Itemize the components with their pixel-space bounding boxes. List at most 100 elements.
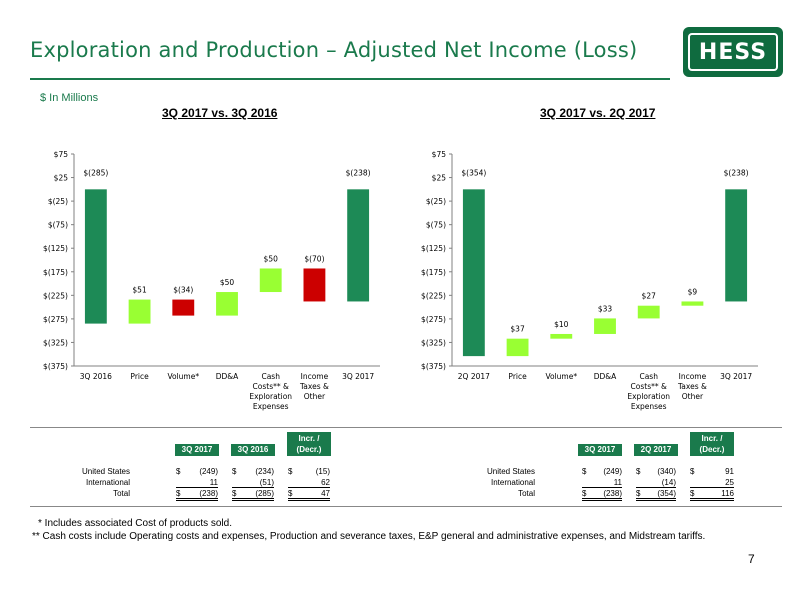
x-tick-label: Volume* <box>167 372 199 381</box>
y-tick-label: $(25) <box>426 197 446 206</box>
x-tick-label: 3Q 2016 <box>80 372 112 381</box>
x-tick-label: Taxes & <box>677 382 707 391</box>
x-tick-label: Cash <box>639 372 658 381</box>
currency-symbol: $ <box>636 467 641 476</box>
x-tick-label: Exploration <box>249 392 292 401</box>
table-left-cell: (285) <box>255 489 274 498</box>
x-tick-label: DD&A <box>216 372 239 381</box>
footnote-2: ** Cash costs include Operating costs an… <box>32 531 706 542</box>
table-right-cell: 11 <box>582 478 622 488</box>
title-rule <box>30 78 670 80</box>
table-left-cell: 11 <box>176 478 218 488</box>
table-left-row-label: International <box>85 478 130 487</box>
y-tick-label: $(125) <box>43 244 68 253</box>
y-tick-label: $(275) <box>421 315 446 324</box>
bar <box>637 305 660 319</box>
bar <box>128 299 151 324</box>
table-right-total-cell: $ (354) <box>636 489 676 501</box>
bar <box>216 292 238 316</box>
x-tick-label: Income <box>301 372 329 381</box>
x-tick-label: Costs** & <box>631 382 667 391</box>
table-left-header-1: 3Q 2017 <box>175 444 219 456</box>
table-left-total-cell: $ (285) <box>232 489 274 501</box>
y-tick-label: $(175) <box>43 268 68 277</box>
footnote-1: * Includes associated Cost of products s… <box>38 518 232 529</box>
currency-symbol: $ <box>232 489 237 498</box>
table-right-cell: (340) <box>657 467 676 476</box>
table-left-cell: (15) <box>315 467 330 476</box>
y-tick-label: $(275) <box>43 315 68 324</box>
data-label: $(34) <box>173 286 193 295</box>
x-tick-label: Price <box>130 372 149 381</box>
x-tick-label: Taxes & <box>299 382 329 391</box>
table-left-total-cell: $47 <box>288 489 330 501</box>
data-label: $(70) <box>304 254 324 263</box>
table-right-cell: 116 <box>721 489 734 498</box>
currency-symbol: $ <box>690 467 695 476</box>
y-tick-label: $(25) <box>48 197 68 206</box>
data-label: $9 <box>688 287 698 296</box>
page-number: 7 <box>748 552 755 566</box>
x-tick-label: 2Q 2017 <box>458 372 490 381</box>
data-label: $33 <box>598 304 613 313</box>
currency-symbol: $ <box>582 467 587 476</box>
table-left-cell: 62 <box>288 478 330 488</box>
data-label: $50 <box>264 254 279 263</box>
x-tick-label: Exploration <box>627 392 670 401</box>
currency-symbol: $ <box>636 489 641 498</box>
y-tick-label: $(125) <box>421 244 446 253</box>
bar <box>725 189 748 302</box>
data-label: $50 <box>220 278 235 287</box>
data-label: $(238) <box>346 169 371 178</box>
x-tick-label: 3Q 2017 <box>720 372 752 381</box>
hess-logo: HESS <box>683 27 783 77</box>
table-right-cell: 91 <box>725 467 734 476</box>
y-tick-label: $(225) <box>43 291 68 300</box>
x-tick-label: DD&A <box>594 372 617 381</box>
x-tick-label: 3Q 2017 <box>342 372 374 381</box>
y-tick-label: $(175) <box>421 268 446 277</box>
table-right-total-cell: $ (238) <box>582 489 622 501</box>
data-label: $(285) <box>83 169 108 178</box>
data-label: $(238) <box>724 169 749 178</box>
x-tick-label: Expenses <box>631 402 667 411</box>
currency-symbol: $ <box>232 467 237 476</box>
y-tick-label: $25 <box>54 174 69 183</box>
bar <box>259 268 282 293</box>
bar <box>506 338 529 357</box>
data-label: $27 <box>642 292 657 301</box>
table-left-row-label: United States <box>81 467 130 476</box>
y-tick-label: $(325) <box>43 338 68 347</box>
summary-table-frame <box>30 427 782 507</box>
table-left-cell: 47 <box>321 489 330 498</box>
currency-symbol: $ <box>288 489 293 498</box>
y-tick-label: $(225) <box>421 291 446 300</box>
table-right-total-cell: $116 <box>690 489 734 501</box>
bar <box>84 189 107 324</box>
units-label: $ In Millions <box>40 92 99 104</box>
x-tick-label: Price <box>508 372 527 381</box>
y-tick-label: $75 <box>432 150 447 159</box>
table-right-cell: (249) <box>603 467 622 476</box>
chart-left-title: 3Q 2017 vs. 3Q 2016 <box>162 106 278 120</box>
table-right-header-1: 3Q 2017 <box>578 444 622 456</box>
bar <box>681 301 704 306</box>
x-tick-label: Volume* <box>545 372 577 381</box>
y-tick-label: $(325) <box>421 338 446 347</box>
table-left-header-2: 3Q 2016 <box>231 444 275 456</box>
y-tick-label: $(75) <box>426 221 446 230</box>
table-right-header-3: Incr. / (Decr.) <box>690 432 734 456</box>
data-label: $51 <box>132 286 147 295</box>
bar <box>594 318 616 334</box>
table-right-cell: (238) <box>603 489 622 498</box>
table-left-cell: (234) <box>255 467 274 476</box>
currency-symbol: $ <box>690 489 695 498</box>
y-tick-label: $(375) <box>43 362 68 371</box>
table-right-cell: 25 <box>690 478 734 488</box>
bar <box>550 333 573 339</box>
currency-symbol: $ <box>582 489 587 498</box>
data-label: $37 <box>510 325 525 334</box>
y-tick-label: $(75) <box>48 221 68 230</box>
table-left-header-3: Incr. / (Decr.) <box>287 432 331 456</box>
x-tick-label: Expenses <box>253 402 289 411</box>
